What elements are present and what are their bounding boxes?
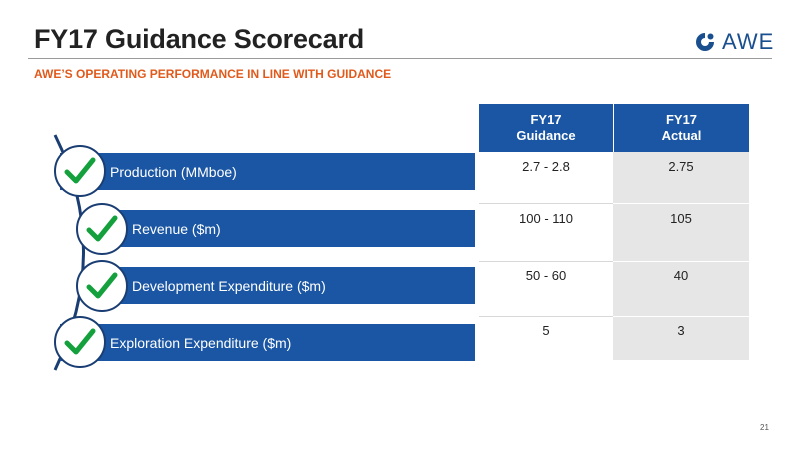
row-label-exploration-expenditure: Exploration Expenditure ($m) (60, 324, 475, 361)
check-icon (76, 260, 128, 312)
guidance-value-development-expenditure: 50 - 60 (525, 268, 567, 283)
row-divider (613, 261, 749, 262)
check-icon (76, 203, 128, 255)
company-logo: AWE (694, 29, 774, 55)
actual-value-development-expenditure: 40 (673, 268, 689, 283)
guidance-value-production: 2.7 - 2.8 (522, 159, 570, 174)
header-fy17-actual: FY17 Actual (613, 104, 749, 152)
row-label-production: Production (MMboe) (60, 153, 475, 190)
check-icon (54, 145, 106, 197)
guidance-value-exploration-expenditure: 5 (542, 323, 550, 338)
awe-logo-icon (696, 33, 714, 51)
row-label-revenue: Revenue ($m) (90, 210, 475, 247)
row-divider (479, 203, 613, 204)
guidance-value-revenue: 100 - 110 (519, 211, 573, 226)
actual-value-production: 2.75 (668, 159, 694, 174)
actual-value-revenue: 105 (670, 211, 692, 226)
check-icon (54, 316, 106, 368)
row-divider (613, 203, 749, 204)
page-number: 21 (760, 423, 769, 432)
row-divider (479, 316, 613, 317)
page-subtitle: AWE’S OPERATING PERFORMANCE IN LINE WITH… (34, 67, 392, 81)
actual-value-exploration-expenditure: 3 (677, 323, 685, 338)
header-fy17-guidance: FY17 Guidance (479, 104, 613, 152)
logo-text: AWE (722, 29, 775, 54)
page-title: FY17 Guidance Scorecard (34, 24, 365, 54)
row-divider (613, 316, 749, 317)
row-label-development-expenditure: Development Expenditure ($m) (90, 267, 475, 304)
title-divider (28, 58, 772, 59)
actual-column-background (613, 152, 749, 360)
row-divider (479, 261, 613, 262)
